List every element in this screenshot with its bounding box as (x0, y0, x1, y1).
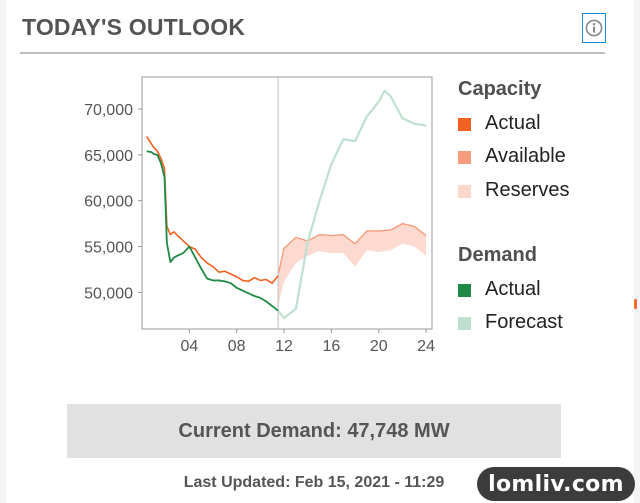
info-button[interactable] (582, 13, 606, 43)
capacity-actual-swatch (458, 118, 471, 131)
capacity-actual-line (146, 136, 279, 284)
y-tick-label: 60,000 (84, 194, 133, 211)
x-tick-label: 16 (322, 338, 340, 355)
x-tick-label: 24 (417, 338, 435, 355)
legend-label: Available (485, 145, 566, 167)
info-circle-icon (585, 19, 603, 37)
legend-label: Actual (485, 112, 541, 134)
demand-forecast-swatch (458, 317, 471, 330)
watermark-text: lomliv.com (488, 471, 624, 497)
y-tick-label: 55,000 (84, 240, 133, 257)
legend-label: Actual (485, 278, 541, 300)
x-tick-label: 04 (180, 338, 198, 355)
x-tick-label: 20 (370, 338, 388, 355)
panel-title: TODAY'S OUTLOOK (22, 14, 246, 40)
title-divider (20, 52, 605, 54)
edge-marker (634, 299, 637, 309)
legend-demand-heading: Demand (458, 244, 537, 266)
plot-frame (141, 76, 433, 330)
x-tick-label: 12 (275, 338, 293, 355)
current-demand-text: Current Demand: 47,748 MW (178, 419, 450, 442)
right-panel-edge (634, 0, 640, 503)
legend-label: Forecast (485, 311, 563, 333)
demand-actual-line (146, 150, 279, 312)
y-tick-label: 65,000 (84, 148, 133, 165)
capacity-reserves-band (278, 223, 427, 307)
capacity-available-swatch (458, 151, 471, 164)
y-tick-label: 70,000 (84, 102, 133, 119)
demand-actual-swatch (458, 284, 471, 297)
outlook-chart: 50,000 55,000 60,000 65,000 70,000 04 08 12 16 20… (84, 76, 435, 355)
current-demand-box: Current Demand: 47,748 MW (67, 404, 561, 458)
x-tick-label: 08 (228, 338, 246, 355)
y-tick-label: 50,000 (84, 285, 133, 302)
demand-forecast-line (277, 89, 427, 320)
last-updated-text: Last Updated: Feb 15, 2021 - 11:29 (183, 474, 445, 491)
legend-capacity-heading: Capacity (458, 78, 542, 100)
left-panel-edge (0, 0, 6, 503)
watermark: lomliv.com (477, 467, 635, 501)
capacity-available-line (277, 222, 427, 276)
capacity-reserves-swatch (458, 185, 471, 198)
legend-label: Reserves (485, 179, 570, 201)
